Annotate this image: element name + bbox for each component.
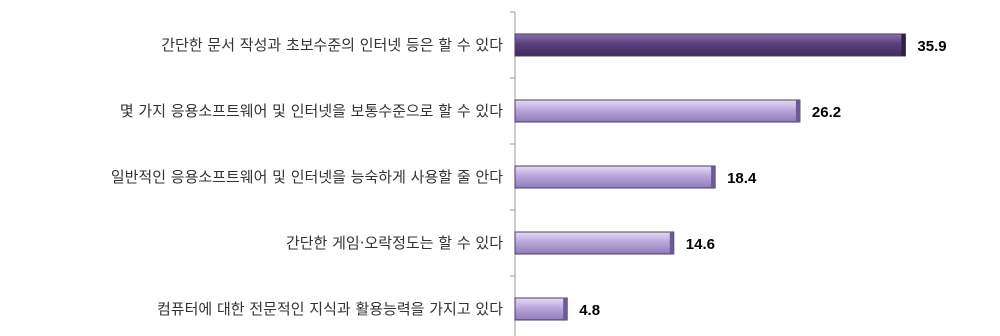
bar-1 — [514, 33, 906, 57]
bar-end-cap — [795, 100, 800, 122]
value-label: 14.6 — [686, 236, 715, 253]
value-label: 35.9 — [917, 38, 946, 55]
category-label: 간단한 문서 작성과 초보수준의 인터넷 등은 할 수 있다 — [161, 36, 503, 54]
value-labels: 35.9 26.2 18.4 14.6 4.8 — [579, 38, 946, 319]
category-label: 몇 가지 응용소프트웨어 및 인터넷을 보통수준으로 할 수 있다 — [120, 102, 503, 120]
bar-5 — [514, 297, 568, 321]
bar-2 — [514, 99, 801, 123]
bar-end-cap — [669, 232, 674, 254]
bar-end-cap — [901, 34, 906, 56]
category-labels: 간단한 문서 작성과 초보수준의 인터넷 등은 할 수 있다몇 가지 응용소프트… — [111, 36, 503, 318]
bar-end-cap — [563, 298, 568, 320]
value-label: 4.8 — [579, 302, 600, 319]
value-label: 26.2 — [812, 104, 841, 121]
category-label: 간단한 게임·오락정도는 할 수 있다 — [286, 234, 503, 252]
axis-ticks — [510, 11, 515, 277]
value-label: 18.4 — [727, 170, 757, 187]
bar-end-cap — [711, 166, 716, 188]
bar-3 — [514, 165, 716, 189]
bar-group — [514, 33, 906, 321]
bar-4 — [514, 231, 675, 255]
category-label: 컴퓨터에 대한 전문적인 지식과 활용능력을 가지고 있다 — [157, 300, 503, 318]
category-label: 일반적인 응용소프트웨어 및 인터넷을 능숙하게 사용할 줄 안다 — [111, 168, 503, 186]
